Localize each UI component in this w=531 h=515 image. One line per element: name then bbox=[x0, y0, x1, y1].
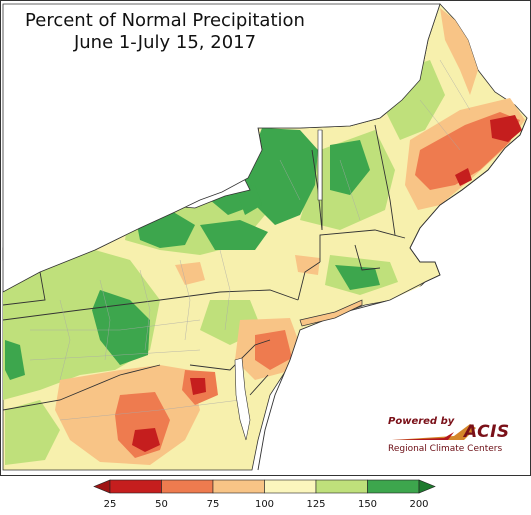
map-frame: Percent of Normal Precipitation June 1-J… bbox=[0, 0, 531, 476]
legend-bar: 25 50 75 100 125 150 200 bbox=[93, 479, 436, 510]
legend-tick-label: 125 bbox=[306, 499, 325, 510]
lake-huron-canada bbox=[2, 3, 441, 293]
chesapeake-bay bbox=[234, 357, 251, 441]
legend-swatch-25-50 bbox=[109, 479, 162, 494]
atlantic-coast bbox=[258, 150, 530, 470]
county-lines bbox=[29, 59, 471, 421]
acis-credit: Powered by ACIS Regional Climate Centers bbox=[384, 414, 514, 458]
legend-tick-label: 150 bbox=[358, 499, 377, 510]
legend-tick-label: 50 bbox=[155, 499, 168, 510]
precipitation-map bbox=[0, 0, 531, 476]
powered-by-label: Powered by bbox=[388, 416, 455, 427]
legend-tick-label: 25 bbox=[104, 499, 117, 510]
legend-swatch-125-150 bbox=[315, 479, 368, 494]
rcc-label: Regional Climate Centers bbox=[388, 444, 503, 454]
coastline bbox=[257, 117, 528, 471]
legend-tick-label: 200 bbox=[409, 499, 428, 510]
legend-swatch-100-125 bbox=[264, 479, 317, 494]
state-boundaries bbox=[2, 124, 406, 411]
legend-arrow-low bbox=[93, 479, 111, 494]
legend-swatch-75-100 bbox=[212, 479, 265, 494]
legend-swatch-50-75 bbox=[161, 479, 214, 494]
acis-swoosh-icon bbox=[392, 424, 476, 440]
zone-150-200 bbox=[5, 128, 380, 380]
map-title: Percent of Normal Precipitation June 1-J… bbox=[25, 10, 305, 53]
legend-swatch-150-200 bbox=[367, 479, 420, 494]
color-legend: 25 50 75 100 125 150 200 bbox=[0, 476, 531, 511]
legend-tick-label: 75 bbox=[207, 499, 220, 510]
legend-tick-label: 100 bbox=[255, 499, 274, 510]
legend-arrow-high bbox=[418, 479, 436, 494]
long-island bbox=[299, 299, 363, 327]
acis-logo-text: ACIS bbox=[464, 422, 510, 442]
zone-25-50 bbox=[132, 115, 522, 452]
lake-champlain bbox=[317, 129, 323, 201]
